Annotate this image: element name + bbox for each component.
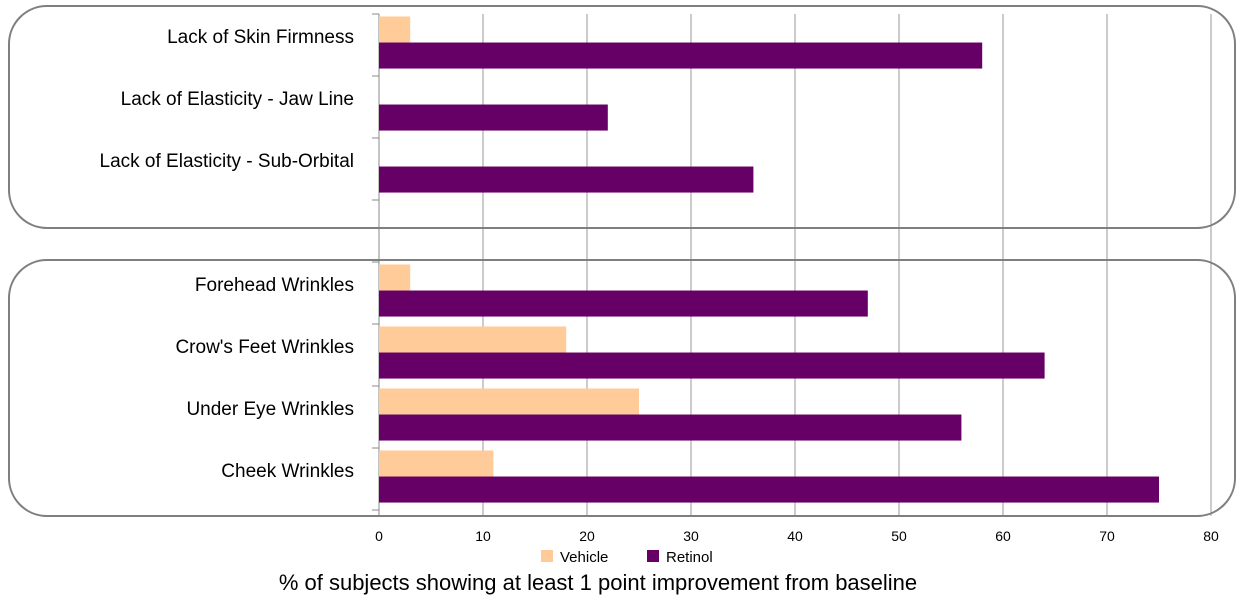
legend-label: Vehicle bbox=[560, 549, 608, 566]
x-tick-labels: 0 10 20 30 40 50 60 70 80 bbox=[375, 528, 1219, 544]
bar-retinol bbox=[379, 290, 868, 317]
category-labels: Lack of Skin Firmness Lack of Elasticity … bbox=[100, 27, 354, 482]
bar-retinol bbox=[379, 104, 608, 131]
bar-vehicle bbox=[379, 326, 567, 353]
bar-vehicle bbox=[379, 388, 639, 415]
gridlines bbox=[372, 13, 1212, 516]
bar-vehicle bbox=[379, 16, 411, 43]
x-tick-label: 50 bbox=[891, 528, 907, 544]
category-label: Forehead Wrinkles bbox=[195, 275, 354, 296]
x-tick-label: 80 bbox=[1203, 528, 1219, 544]
group-box bbox=[8, 5, 1236, 229]
category-label: Lack of Skin Firmness bbox=[167, 27, 354, 48]
group-box bbox=[8, 259, 1236, 517]
legend: Vehicle Retinol bbox=[541, 549, 713, 566]
category-label: Lack of Elasticity - Jaw Line bbox=[121, 89, 354, 110]
group-boxes bbox=[8, 5, 1236, 517]
bar-retinol bbox=[379, 42, 983, 69]
category-label: Lack of Elasticity - Sub-Orbital bbox=[100, 151, 354, 172]
bar-retinol bbox=[379, 414, 962, 441]
x-tick-label: 20 bbox=[579, 528, 595, 544]
category-label: Crow's Feet Wrinkles bbox=[175, 337, 354, 358]
legend-swatch-retinol bbox=[647, 550, 659, 562]
category-label: Under Eye Wrinkles bbox=[186, 399, 354, 420]
x-tick-label: 70 bbox=[1099, 528, 1115, 544]
legend-label: Retinol bbox=[666, 549, 713, 566]
bar-vehicle bbox=[379, 264, 411, 291]
x-tick-label: 60 bbox=[995, 528, 1011, 544]
bar-retinol bbox=[379, 166, 754, 193]
legend-swatch-vehicle bbox=[541, 550, 553, 562]
x-tick-label: 40 bbox=[787, 528, 803, 544]
x-tick-label: 0 bbox=[375, 528, 383, 544]
x-tick-label: 10 bbox=[475, 528, 491, 544]
bars bbox=[379, 16, 1159, 503]
x-tick-label: 30 bbox=[683, 528, 699, 544]
bar-vehicle bbox=[379, 450, 494, 477]
bar-retinol bbox=[379, 476, 1159, 503]
category-label: Cheek Wrinkles bbox=[221, 461, 354, 482]
x-axis-title: % of subjects showing at least 1 point i… bbox=[279, 570, 917, 595]
bar-retinol bbox=[379, 352, 1045, 379]
